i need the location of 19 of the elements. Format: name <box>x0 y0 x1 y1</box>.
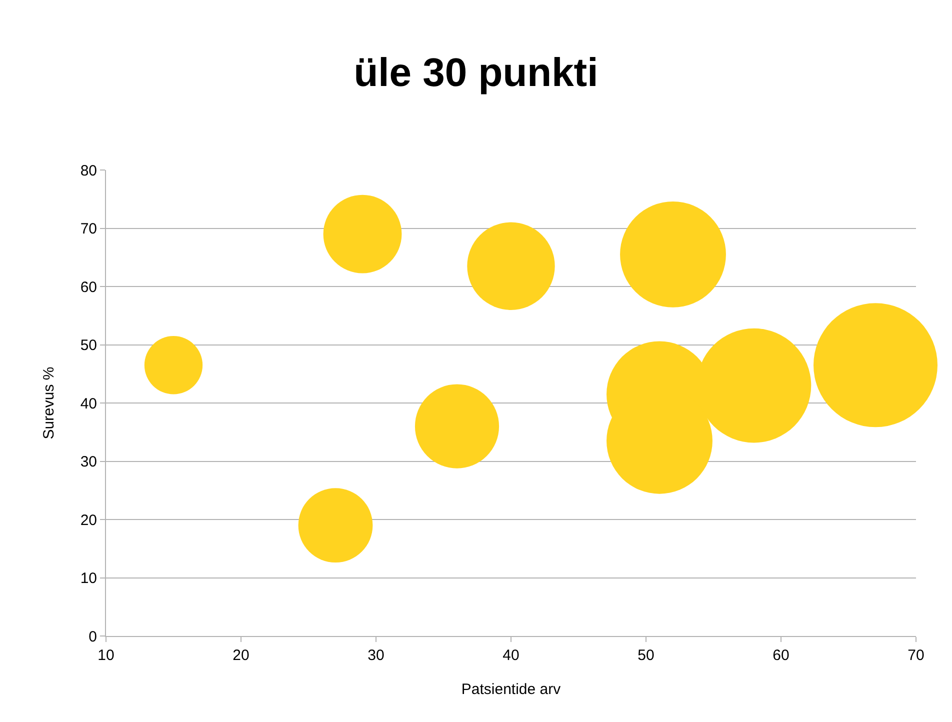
y-tick-label: 50 <box>80 337 97 354</box>
x-tick-label: 10 <box>98 647 114 664</box>
y-axis-title: Surevus % <box>40 366 58 440</box>
y-tick-label: 30 <box>80 454 97 470</box>
x-axis-title: Patsientide arv <box>461 681 562 698</box>
y-tick-label: 60 <box>80 278 97 296</box>
x-tick-label: 50 <box>638 647 654 664</box>
chart-title: üle 30 punkti <box>354 51 598 96</box>
x-tick-label: 60 <box>772 647 790 664</box>
y-tick-label: 40 <box>80 395 97 412</box>
x-tick-label: 40 <box>502 647 520 664</box>
x-tick-label: 20 <box>232 647 250 664</box>
x-tick-label: 70 <box>908 647 924 664</box>
x-tick-label: 30 <box>368 647 384 664</box>
y-tick-label: 10 <box>80 570 97 587</box>
y-tick-label: 70 <box>80 220 97 238</box>
y-tick-label: 20 <box>80 512 97 529</box>
y-tick-label: 0 <box>88 628 97 646</box>
y-tick-label: 80 <box>80 162 97 180</box>
